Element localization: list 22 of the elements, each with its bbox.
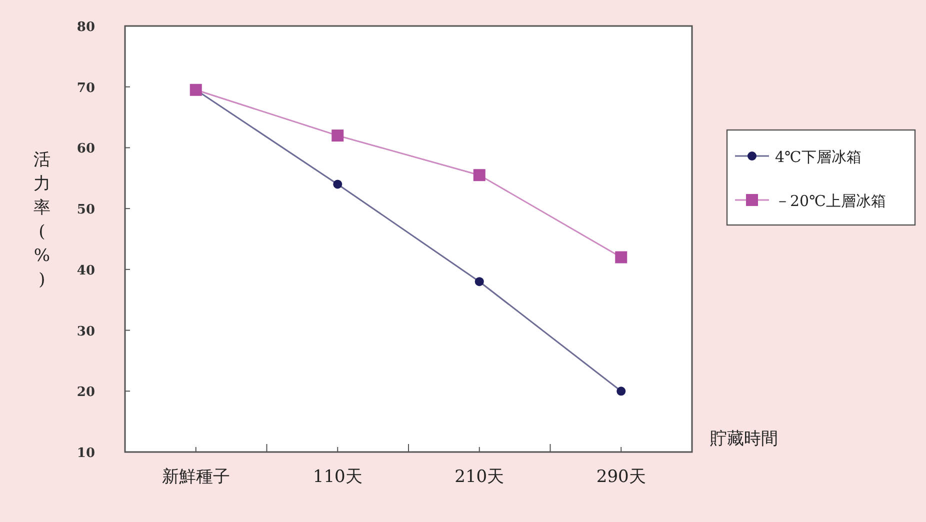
x-tick-label: 110天 [312, 467, 362, 487]
y-tick-label: 50 [76, 202, 95, 218]
x-tick-label: 290天 [596, 467, 646, 487]
y-tick-label: 30 [76, 324, 95, 340]
y-tick-label: 70 [76, 80, 95, 96]
y-tick-label: 60 [76, 142, 95, 157]
point [333, 180, 342, 189]
legend-label: －20℃上層冰箱 [775, 192, 886, 210]
point [474, 277, 484, 286]
y-tick-label: 40 [76, 263, 95, 278]
point [332, 130, 344, 142]
y-tick-label: 10 [76, 446, 95, 461]
point [473, 169, 486, 182]
x-tick-label: 210天 [454, 467, 504, 487]
legend-label: 4℃下層冰箱 [775, 148, 862, 166]
x-tick-label: 新鮮種子 [162, 467, 230, 487]
y-axis-title: 活力率(%) [34, 150, 50, 290]
point [615, 251, 628, 264]
x-axis-title: 貯藏時間 [710, 429, 778, 449]
y-tick-label: 80 [76, 20, 95, 35]
y-tick-label: 20 [76, 385, 95, 400]
point [616, 386, 626, 396]
